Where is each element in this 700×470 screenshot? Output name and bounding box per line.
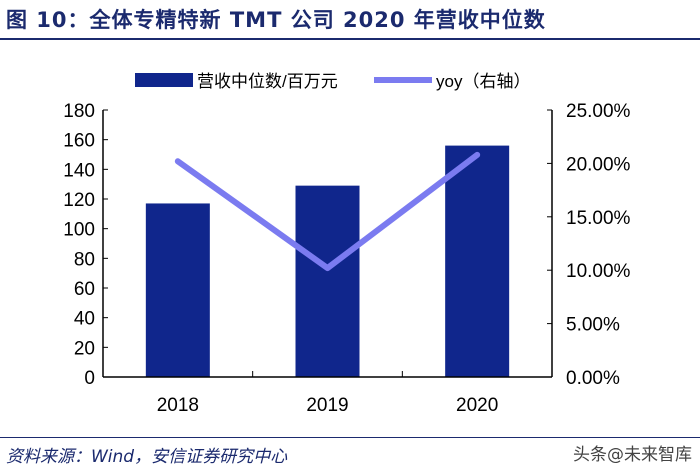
left-tick-label: 140 <box>63 160 95 181</box>
right-tick-label: 25.00% <box>566 101 631 122</box>
right-tick-label: 10.00% <box>566 261 631 282</box>
legend-line-label: yoy（右轴） <box>436 72 530 91</box>
right-tick-label: 5.00% <box>566 315 620 336</box>
left-tick-label: 160 <box>63 131 95 152</box>
right-tick-label: 20.00% <box>566 154 631 175</box>
figure-title: 图 10：全体专精特新 TMT 公司 2020 年营收中位数 <box>6 8 546 32</box>
legend-bar-label: 营收中位数/百万元 <box>197 72 338 91</box>
source-note: 资料来源：Wind，安信证券研究中心 <box>6 447 288 467</box>
left-tick-label: 60 <box>74 279 95 300</box>
x-tick-label: 2020 <box>456 395 498 416</box>
left-tick-label: 120 <box>63 190 95 211</box>
left-tick-label: 0 <box>84 368 95 389</box>
legend-bar-swatch <box>135 73 193 87</box>
x-tick-label: 2019 <box>306 395 348 416</box>
title-divider <box>0 38 700 40</box>
right-tick-label: 0.00% <box>566 368 620 389</box>
watermark: 头条@未来智库 <box>573 445 692 465</box>
x-tick-label: 2018 <box>157 395 199 416</box>
bar-2019 <box>295 185 360 377</box>
left-tick-label: 40 <box>74 309 95 330</box>
right-tick-label: 15.00% <box>566 208 631 229</box>
bar-2020 <box>445 145 510 377</box>
left-tick-label: 180 <box>63 101 95 122</box>
left-tick-label: 80 <box>74 249 95 270</box>
footer-divider <box>0 437 700 438</box>
left-tick-label: 20 <box>74 338 95 359</box>
bar-2018 <box>145 203 210 377</box>
left-tick-label: 100 <box>63 220 95 241</box>
